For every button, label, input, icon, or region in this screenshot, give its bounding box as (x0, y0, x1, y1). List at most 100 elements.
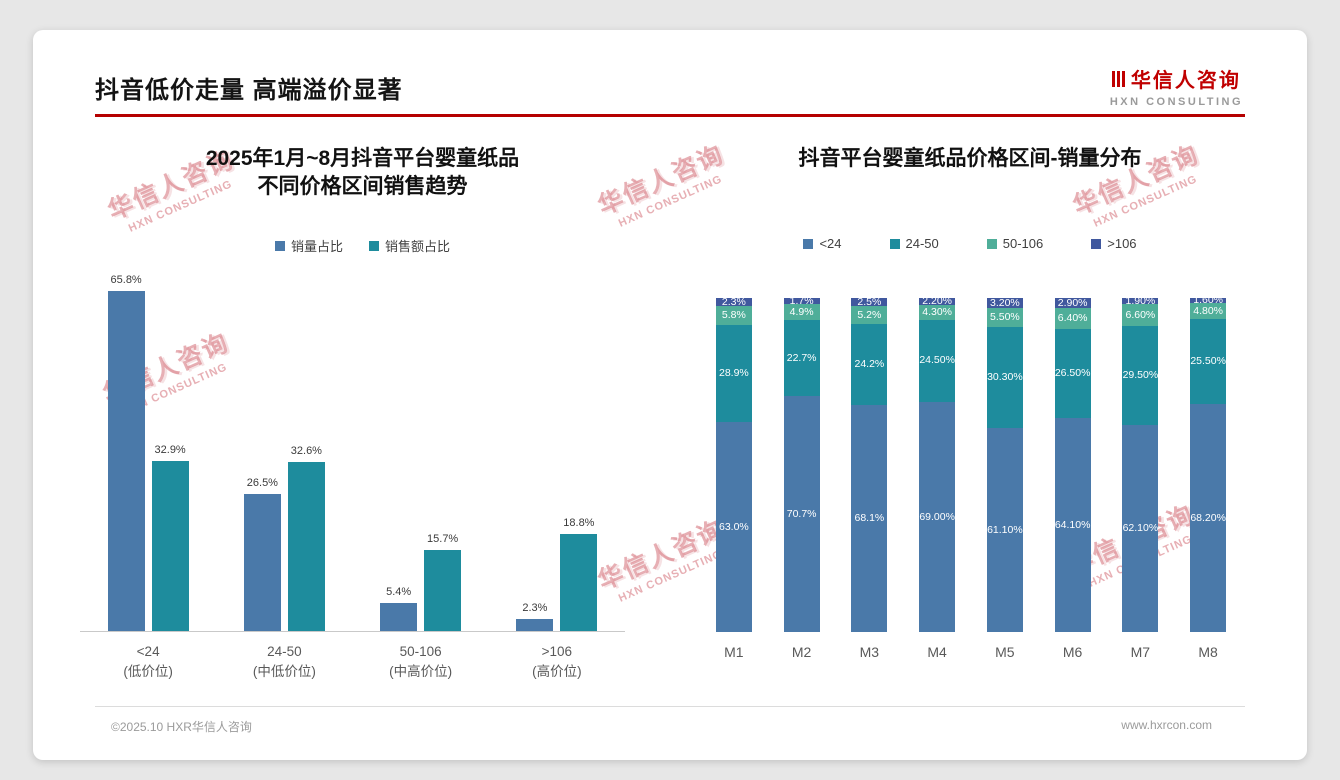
bar: 26.5% (243, 477, 281, 631)
chart1-title-line1: 2025年1月~8月抖音平台婴童纸品 (205, 147, 520, 170)
bar-segment: 6.60% (1122, 304, 1159, 327)
bar-segment: 6.40% (1054, 308, 1091, 330)
title-underline (95, 114, 1245, 117)
stacked-bar: 68.1% 24.2% 5.2% 2.5% (851, 295, 888, 632)
bar-segment: 62.10% (1122, 424, 1159, 632)
segment-value-label: 1.90% (1125, 294, 1156, 307)
stacked-bar: 68.20% 25.50% 4.80% 1.60% (1190, 294, 1227, 632)
stacked-bar-slot: 63.0% 28.9% 5.8% 2.3% (700, 295, 768, 632)
legend-swatch-icon (803, 238, 814, 249)
segment-value-label: 2.90% (1057, 296, 1088, 309)
bar-value-label: 18.8% (563, 516, 595, 529)
category-label: 24-50 (267, 644, 302, 659)
chart2-title: 抖音平台婴童纸品价格区间-销量分布 (798, 147, 1142, 170)
page-title: 抖音低价走量 高端溢价显著 (95, 77, 403, 104)
segment-value-label: 2.3% (721, 295, 746, 308)
legend-label: 销售额占比 (385, 239, 451, 254)
chart1-title: 2025年1月~8月抖音平台婴童纸品 不同价格区间销售趋势 (80, 145, 645, 202)
chart2-plot-area: 63.0% 28.9% 5.8% 2.3% 70.7% 22.7% 4.9% 1.7% 68.1… (700, 294, 1242, 632)
chart1-plot-area: 65.8% 32.9% 26.5% 32.6% 5.4% 15.7% 2.3% 18.8% (80, 270, 625, 632)
x-axis-label: M6 (1062, 644, 1083, 660)
segment-value-label: 24.2% (854, 357, 885, 370)
bar-segment: 5.50% (986, 308, 1023, 327)
bar-segment: 68.20% (1190, 404, 1227, 632)
stacked-bar: 63.0% 28.9% 5.8% 2.3% (715, 295, 752, 632)
category-sublabel: (高价位) (532, 663, 582, 679)
bar-segment: 28.9% (715, 325, 752, 422)
x-axis-label: M5 (995, 644, 1015, 660)
bar-value-label: 26.5% (246, 477, 278, 489)
bar: 5.4% (380, 586, 418, 631)
stacked-bar: 64.10% 26.50% 6.40% 2.90% (1054, 296, 1091, 632)
segment-value-label: 68.20% (1190, 511, 1226, 524)
category-sublabel: (中低价位) (252, 663, 316, 679)
segment-value-label: 25.50% (1190, 355, 1226, 368)
x-axis-label: >106 (高价位) (489, 642, 625, 681)
segment-value-label: 1.60% (1193, 294, 1224, 307)
stacked-bar-slot: 62.10% 29.50% 6.60% 1.90% (1107, 294, 1175, 632)
legend-item: >106 (1091, 236, 1137, 251)
stacked-bar-slot: 64.10% 26.50% 6.40% 2.90% (1039, 298, 1107, 632)
website-url: www.hxrcon.com (1121, 718, 1212, 732)
bar-segment: 29.50% (1122, 326, 1159, 425)
bar-segment: 68.1% (851, 404, 888, 632)
segment-value-label: 1.7% (789, 294, 814, 307)
company-logo: 华信人咨询 HXN CONSULTING (1110, 64, 1243, 108)
chart2-legend: <24 24-50 50-106 >106 (680, 236, 1260, 251)
logo-mark-icon (1111, 70, 1125, 87)
bar-segment: 26.50% (1054, 329, 1091, 418)
bar-value-label: 32.9% (154, 443, 186, 456)
stacked-bar-slot: 70.7% 22.7% 4.9% 1.7% (768, 294, 836, 632)
segment-value-label: 4.80% (1193, 304, 1224, 317)
bar-segment: 1.90% (1122, 294, 1159, 307)
bar-segment: 22.7% (783, 320, 820, 396)
segment-value-label: 26.50% (1054, 367, 1091, 380)
legend-item: 销量占比 (274, 236, 343, 255)
stacked-bar: 61.10% 30.30% 5.50% 3.20% (986, 297, 1023, 632)
bar: 32.9% (151, 444, 189, 631)
segment-value-label: 6.40% (1057, 312, 1088, 325)
chart1-title-line2: 不同价格区间销售趋势 (257, 175, 468, 199)
legend-item: <24 (803, 236, 842, 251)
bar-value-label: 5.4% (386, 586, 412, 599)
logo-cn-text: 华信人咨询 (1130, 70, 1241, 92)
bar-segment: 24.50% (919, 319, 956, 402)
bar-segment: 4.9% (783, 303, 820, 321)
segment-value-label: 28.9% (718, 367, 749, 380)
x-axis-label: M4 (927, 644, 947, 660)
legend-item: 24-50 (889, 236, 939, 251)
bar-segment: 5.8% (715, 305, 752, 326)
bar-segment: 4.30% (919, 305, 956, 320)
bar-group: 2.3% 18.8% (489, 517, 625, 631)
segment-value-label: 30.30% (987, 371, 1023, 384)
bar-segment: 1.60% (1190, 294, 1227, 307)
stacked-bar-slot: 69.00% 24.50% 4.30% 2.20% (903, 296, 971, 632)
bar-segment: 70.7% (783, 395, 820, 632)
legend-label: <24 (819, 236, 842, 251)
legend-swatch-icon (369, 240, 379, 251)
category-sublabel: (中高价位) (389, 663, 453, 679)
segment-value-label: 69.00% (919, 510, 955, 523)
bar-segment: 24.2% (851, 323, 888, 405)
x-axis-label: 50-106 (中高价位) (353, 642, 489, 681)
stacked-bar-slot: 61.10% 30.30% 5.50% 3.20% (971, 297, 1039, 632)
legend-label: >106 (1107, 236, 1137, 251)
stacked-bar-slot: 68.1% 24.2% 5.2% 2.5% (836, 295, 904, 632)
legend-swatch-icon (889, 238, 900, 249)
x-axis-label: M7 (1130, 644, 1151, 660)
bar: 2.3% (516, 602, 554, 631)
x-axis-label: M2 (791, 644, 812, 660)
segment-value-label: 5.50% (989, 311, 1020, 324)
bar-segment: 63.0% (715, 421, 752, 632)
bar-segment: 2.3% (715, 295, 752, 308)
bar-segment: 30.30% (986, 326, 1023, 428)
segment-value-label: 2.5% (857, 295, 882, 308)
legend-swatch-icon (274, 240, 285, 251)
chart1-x-axis: <24 (低价位) 24-50 (中低价位) 50-106 (中高价位) >106 (高价位) (80, 642, 625, 681)
segment-value-label: 68.1% (854, 512, 885, 524)
bar-value-label: 32.6% (290, 445, 322, 458)
stacked-bar: 70.7% 22.7% 4.9% 1.7% (783, 294, 820, 632)
legend-label: 24-50 (905, 236, 939, 251)
bar-segment: 25.50% (1190, 319, 1227, 405)
bar: 65.8% (107, 274, 145, 631)
